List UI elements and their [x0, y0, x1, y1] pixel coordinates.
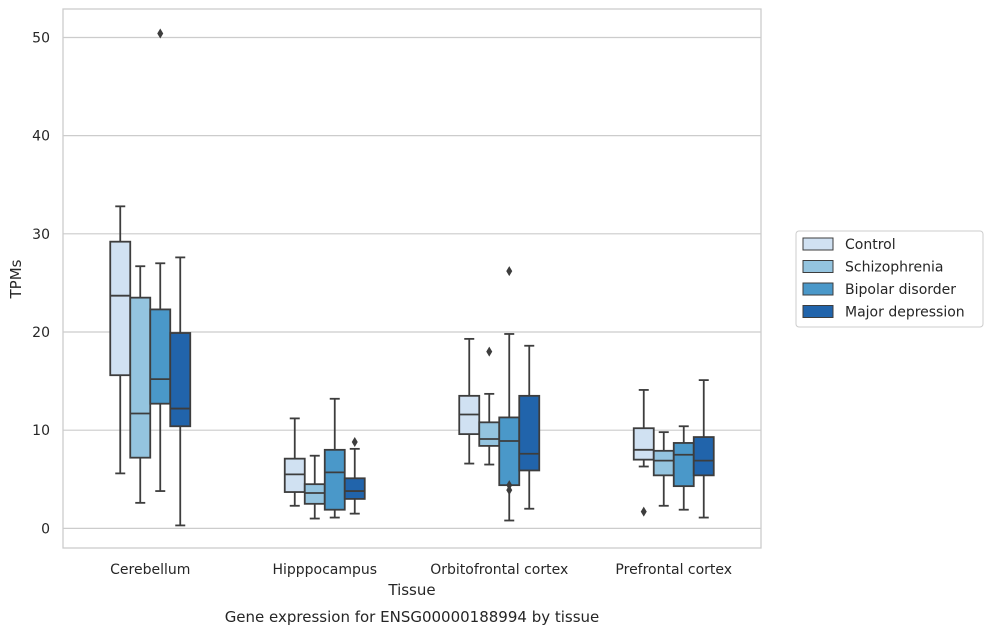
legend-label-1: Control [845, 237, 896, 253]
box-1-1 [109, 205, 132, 475]
x-tick-label-3: Orbitofrontal cortex [430, 562, 568, 578]
box-4-2 [652, 431, 675, 507]
box-2-2-iqr-box [303, 483, 326, 505]
legend-frame [795, 230, 984, 328]
y-tick-label-10: 10 [32, 423, 50, 439]
box-4-3-iqr-box [672, 442, 695, 488]
box-4-1 [632, 389, 655, 517]
box-3-4-iqr-box [518, 394, 541, 472]
y-tick-label-0: 0 [41, 521, 50, 537]
box-1-2 [129, 265, 152, 504]
plot-frame [62, 8, 762, 549]
box-1-1-iqr-box [109, 240, 132, 377]
box-2-3-iqr-box [323, 448, 346, 511]
legend-label-4: Major depression [845, 305, 965, 321]
legend-swatch-1 [802, 237, 834, 251]
box-1-3-iqr-box [149, 308, 172, 405]
box-1-2-iqr-box [129, 296, 152, 459]
box-3-1 [458, 337, 481, 465]
box-3-2-outlier-1 [486, 346, 493, 357]
box-1-3 [149, 28, 172, 492]
legend-label-2: Schizophrenia [845, 260, 943, 276]
box-groups [109, 28, 715, 527]
box-3-3-outlier-2 [506, 485, 513, 496]
box-3-2 [478, 346, 501, 466]
figure-caption: Gene expression for ENSG00000188994 by t… [225, 608, 600, 626]
x-tick-labels: Cerebellum Hipppocampus Orbitofrontal cort… [110, 562, 732, 578]
legend-swatch-3 [802, 282, 834, 296]
x-tick-label-1: Cerebellum [110, 562, 190, 578]
box-2-2 [303, 454, 326, 520]
box-3-4 [518, 344, 541, 510]
y-axis-label: TPMs [7, 259, 25, 299]
box-3-2-iqr-box [478, 421, 501, 447]
box-2-3 [323, 397, 346, 519]
box-4-3 [672, 425, 695, 511]
box-2-4 [343, 436, 366, 515]
y-tick-label-30: 30 [32, 227, 50, 243]
box-4-2-iqr-box [652, 449, 675, 477]
x-tick-label-4: Prefrontal cortex [615, 562, 732, 578]
box-2-1-iqr-box [283, 457, 306, 493]
x-tick-label-2: Hipppocampus [272, 562, 377, 578]
y-tick-label-20: 20 [32, 325, 50, 341]
legend: Control Schizophrenia Bipolar disorder Majo… [795, 230, 984, 328]
box-3-3-outlier-3 [506, 266, 513, 277]
box-2-4-outlier-1 [351, 436, 358, 447]
box-2-1 [283, 417, 306, 507]
box-1-3-outlier-1 [157, 28, 164, 39]
y-gridlines [63, 36, 761, 529]
box-4-4-iqr-box [692, 436, 715, 477]
box-4-1-outlier-1 [640, 506, 647, 517]
x-axis-label: Tissue [387, 581, 435, 599]
legend-swatch-4 [802, 305, 834, 318]
box-3-3 [498, 266, 521, 522]
y-tick-label-50: 50 [32, 30, 50, 46]
legend-swatch-2 [802, 260, 834, 273]
y-tick-labels: 0 10 20 30 40 50 [32, 30, 50, 537]
y-tick-label-40: 40 [32, 129, 50, 145]
box-2-4-iqr-box [343, 477, 366, 500]
box-1-4-iqr-box [169, 332, 192, 428]
box-4-4 [692, 379, 715, 519]
box-4-1-iqr-box [632, 427, 655, 461]
legend-label-3: Bipolar disorder [845, 282, 956, 298]
box-1-4 [169, 256, 192, 527]
box-3-3-iqr-box [498, 416, 521, 487]
